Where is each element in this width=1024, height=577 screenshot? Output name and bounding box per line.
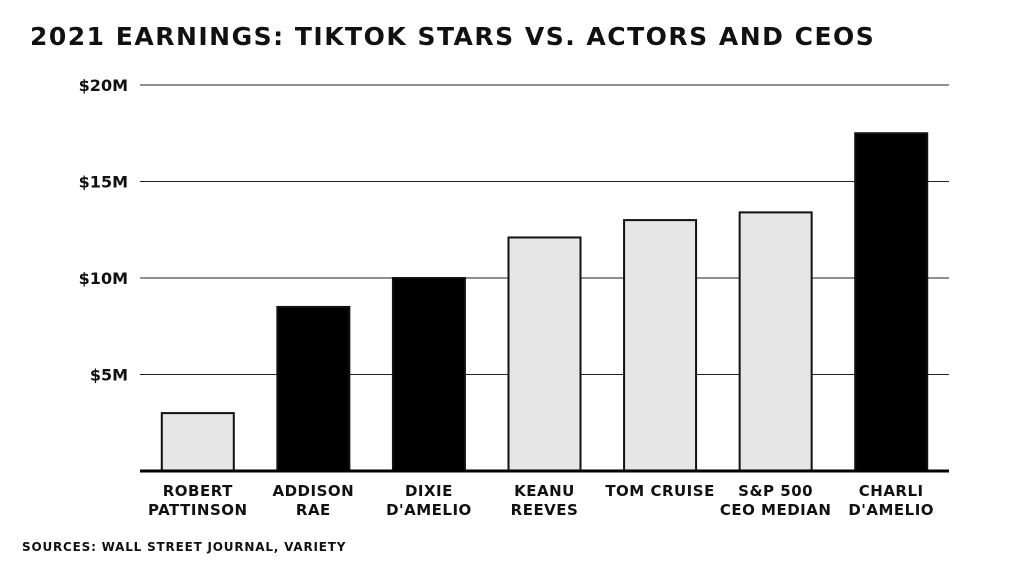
bar — [276, 305, 351, 473]
x-category-label: ADDISON RAE — [273, 482, 355, 519]
y-tick-label: $10M — [79, 269, 128, 288]
x-category-label-line: CHARLI — [859, 482, 924, 500]
bar — [160, 412, 235, 473]
bar — [623, 219, 698, 472]
x-category-label-line: ROBERT — [163, 482, 233, 500]
bar — [391, 277, 466, 472]
source-note: Sources: Wall Street Journal, Variety — [22, 540, 347, 554]
x-category-label: S&P 500 CEO MEDIAN — [720, 482, 832, 519]
y-tick-label: $15M — [79, 173, 128, 192]
x-category-label-line: ADDISON — [273, 482, 355, 500]
x-category-label: CHARLI D'AMELIO — [848, 482, 934, 519]
chart-title: 2021 Earnings: TikTok Stars vs. Actors a… — [30, 22, 876, 51]
x-category-label-line: RAE — [296, 501, 331, 519]
x-category-label: DIXIE D'AMELIO — [386, 482, 472, 519]
x-category-label-line: PATTINSON — [148, 501, 248, 519]
bar — [507, 236, 582, 472]
x-category-label-line: TOM CRUISE — [605, 482, 715, 500]
y-tick-label: $20M — [79, 76, 128, 95]
x-category-label: ROBERT PATTINSON — [148, 482, 248, 519]
x-category-label-line: REEVES — [511, 501, 579, 519]
bar — [738, 211, 813, 472]
x-category-label: TOM CRUISE — [605, 482, 715, 500]
x-category-label-line: CEO MEDIAN — [720, 501, 832, 519]
x-category-label-line: DIXIE — [405, 482, 453, 500]
bar — [854, 132, 929, 472]
x-category-label-line: D'AMELIO — [848, 501, 934, 519]
x-category-label-line: KEANU — [514, 482, 575, 500]
x-category-label: KEANU REEVES — [511, 482, 579, 519]
x-category-label-line: D'AMELIO — [386, 501, 472, 519]
y-tick-label: $5M — [90, 366, 128, 385]
x-category-label-line: S&P 500 — [738, 482, 813, 500]
